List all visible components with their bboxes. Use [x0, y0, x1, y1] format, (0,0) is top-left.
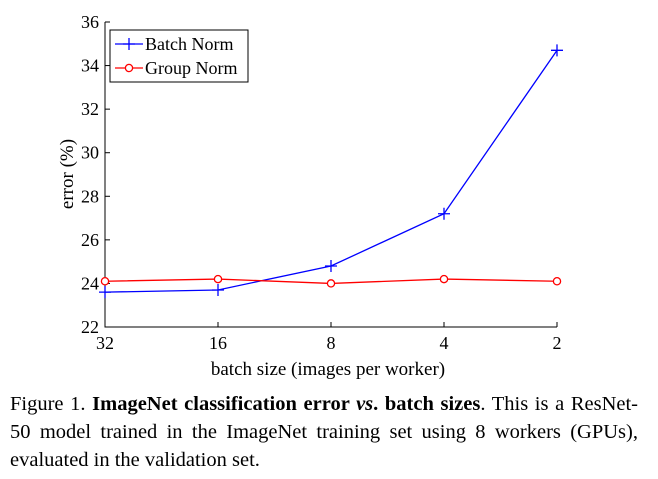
legend: Batch Norm Group Norm	[109, 29, 249, 83]
figure-caption: Figure 1. ImageNet classification error …	[10, 390, 638, 474]
y-tick-label: 28	[81, 186, 99, 206]
legend-label: Batch Norm	[145, 34, 233, 54]
caption-body: . This is a ResNet-50 model trained in t…	[10, 393, 638, 471]
plot-axes: 22 24 26 28 30 32 34 36 32 16 8 4 2	[81, 12, 562, 353]
data-point	[439, 274, 449, 284]
x-tick-label: 32	[96, 333, 114, 353]
x-tick-label: 2	[553, 333, 562, 353]
data-point	[552, 276, 562, 286]
y-axis-label: error (%)	[57, 139, 78, 209]
y-tick-label: 22	[81, 317, 99, 337]
caption-vs: vs	[356, 393, 374, 415]
x-axis-label: batch size (images per worker)	[211, 359, 445, 380]
data-point	[325, 260, 337, 272]
series-line	[104, 49, 558, 293]
y-tick-label: 26	[81, 230, 99, 250]
caption-bold-title-end: . batch sizes	[373, 393, 481, 415]
y-tick-label: 36	[81, 12, 99, 32]
x-tick-label: 16	[209, 333, 227, 353]
y-tick-label: 34	[81, 56, 99, 76]
y-tick-label: 30	[81, 143, 99, 163]
legend-swatch-marker	[123, 38, 135, 50]
data-point	[551, 44, 563, 57]
legend-swatch-marker	[124, 63, 134, 73]
data-point	[438, 207, 450, 220]
x-tick-label: 8	[327, 333, 336, 353]
series-layer	[99, 44, 563, 299]
data-point	[213, 274, 223, 284]
chart: 22 24 26 28 30 32 34 36 32 16 8 4 2 Batch Norm Group …	[57, 12, 563, 380]
x-tick-label: 4	[440, 333, 449, 353]
legend-label: Group Norm	[145, 58, 238, 78]
series-batch-norm	[99, 44, 563, 299]
data-point	[99, 286, 111, 299]
y-tick-label: 32	[81, 99, 99, 119]
data-point	[100, 276, 110, 286]
series-group-norm	[100, 274, 562, 288]
data-point	[212, 283, 224, 296]
legend-box	[109, 29, 249, 83]
caption-bold-title: ImageNet classification error	[92, 393, 357, 415]
y-tick-label: 24	[81, 273, 99, 293]
caption-prefix: Figure 1.	[10, 393, 93, 415]
data-point	[326, 279, 336, 288]
